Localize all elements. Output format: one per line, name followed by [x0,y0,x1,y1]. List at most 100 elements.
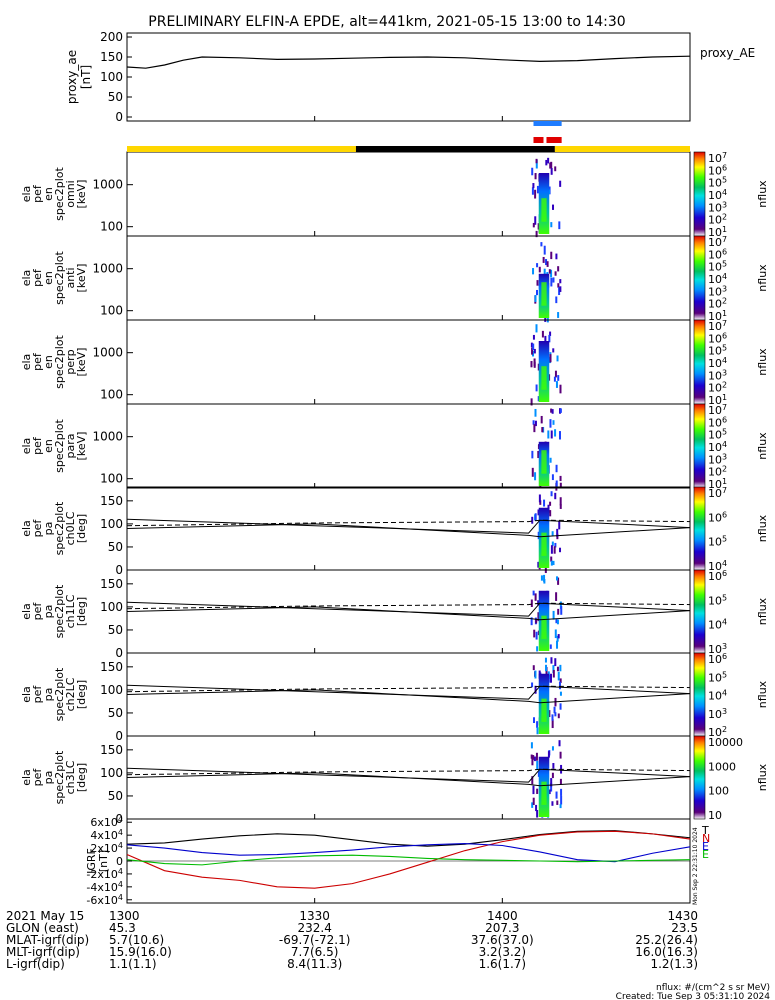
flux-speck [536,185,539,194]
loss-cone-solid-upper [126,518,691,534]
flux-speck [557,577,560,585]
pa-ylabel: [deg] [75,514,88,543]
flux-speck [544,335,547,343]
science-bar-red-a [533,137,544,143]
proxy-ae-ylabel: [nT] [79,65,93,89]
ephemeris-value: -69.7(-72.1) [279,933,350,947]
flux-speck [554,370,557,378]
flux-speck [557,375,560,381]
energy-ylabel: [keV] [75,348,88,377]
flux-speck [549,644,552,649]
pa-ytick-label: 0 [115,563,123,577]
flux-speck [532,268,535,275]
ephemeris-label: GLON (east) [6,921,79,935]
flux-speck [534,173,537,180]
ephemeris-value: 37.6(37.0) [471,933,534,947]
flux-speck [534,295,537,302]
flux-speck [543,245,546,255]
pa-ylabel: pef [31,519,44,538]
ephemeris-value: 1300 [109,909,140,923]
flux-speck [537,396,540,402]
pa-ytick-label: 100 [100,600,123,614]
energy-ylabel: ela [20,438,33,455]
colorbar-tick-label: 106 [708,163,727,177]
colorbar-label: nflux [756,763,769,791]
flux-speck [551,474,554,481]
colorbar-tick-label: 104 [708,356,727,370]
flux-speck [531,167,534,176]
flux-speck [558,521,561,530]
colorbar-tick-label: 107 [708,486,727,500]
flux-speck [536,727,539,735]
flux-speck [553,706,556,714]
flux-speck [554,542,557,548]
loss-cone-solid-lower [126,606,691,621]
ephemeris-value: 232.4 [297,921,331,935]
pa-ylabel: spec2plot [53,584,66,638]
flux-speck [559,664,562,672]
flux-speck [560,606,563,615]
flux-speck [534,472,537,481]
flux-speck [553,546,556,554]
energy-ytick-label: 1000 [92,430,123,444]
colorbar-tick-label: 106 [708,652,727,666]
energy-ylabel: perp [64,349,77,374]
flux-speck [532,717,535,724]
pa-ylabel: pa [42,688,55,702]
flux-speck [550,408,553,413]
pa-ytick-label: 0 [115,812,123,826]
colorbar-tick-label: 101 [708,477,727,491]
flux-speck [556,355,559,362]
flux-speck [545,159,548,166]
ephemeris-value: 207.3 [485,921,519,935]
flux-speck [552,610,555,620]
pa-ylabel: spec2plot [53,501,66,555]
proxy-ae-ytick-label: 50 [108,90,123,104]
igrf-ytick-label: -6x104 [86,893,123,907]
pa-ylabel: [deg] [75,680,88,709]
colorbar-tick-label: 104 [708,272,727,286]
pa-ytick-label: 0 [115,729,123,743]
flux-speck [531,467,534,477]
flux-speck [531,802,534,808]
pa-ytick-label: 50 [108,789,123,803]
flux-speck [538,266,541,273]
ephemeris-value: 1.2(1.3) [650,957,698,971]
flux-speck [534,408,537,417]
energy-ylabel: spec2plot [53,335,66,389]
igrf-line-e [126,854,691,866]
colorbar-tick-label: 107 [708,319,727,333]
flux-speck [533,756,536,762]
ephemeris-label: L-igrf(dip) [6,957,65,971]
flux-speck [555,381,558,388]
flux-speck [554,271,557,276]
energy-ylabel: spec2plot [53,419,66,473]
proxy-ae-right-label: proxy_AE [700,46,755,60]
flux-speck [559,703,562,710]
pa-ylabel: ch0LC [64,511,77,545]
colorbar-tick-label: 102 [708,213,727,227]
pa-ytick-label: 50 [108,540,123,554]
orbit-bar-segment [355,146,555,152]
flux-speck [551,801,554,806]
flux-speck [549,419,552,428]
ephemeris-value: 15.9(16.0) [109,945,172,959]
energy-ytick-label: 100 [100,304,123,318]
flux-speck [550,269,553,278]
flux-speck [537,600,540,606]
flux-speck [558,681,561,690]
pa-ylabel: pef [31,768,44,787]
flux-speck [549,162,552,169]
ephemeris-value: 1330 [299,909,330,923]
flux-speck [536,289,539,296]
ephemeris-value: 1430 [667,909,698,923]
colorbar-tick-label: 104 [708,618,727,632]
energy-ylabel: pef [31,352,44,371]
flux-speck [550,556,553,562]
flux-speck [536,646,539,652]
flux-speck [534,216,537,225]
colorbar-tick-label: 105 [708,260,727,274]
energy-ytick-label: 100 [100,472,123,486]
energy-panel-frame [126,403,691,489]
